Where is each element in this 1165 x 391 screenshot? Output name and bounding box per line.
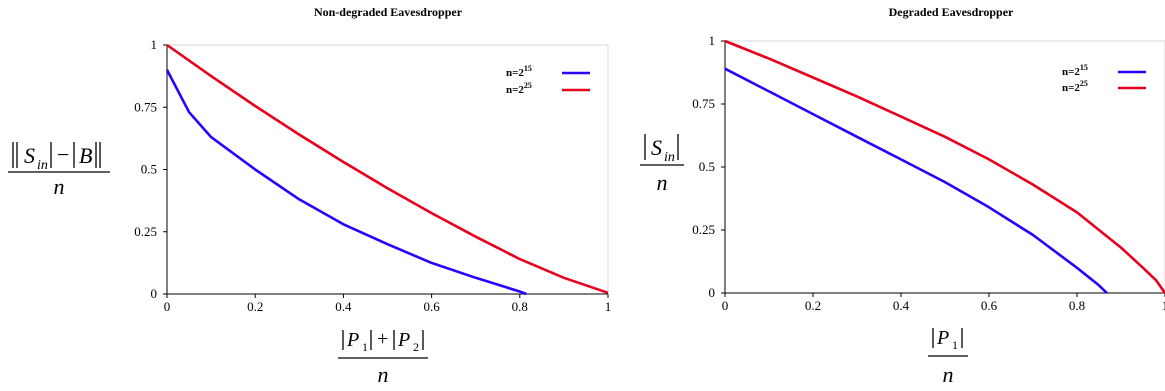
legend-label-n25: n=225 bbox=[506, 81, 532, 96]
y-tick-label: 0 bbox=[709, 285, 716, 300]
y-tick-label: 1 bbox=[709, 33, 716, 48]
series-line-n15 bbox=[165, 69, 527, 296]
x-tick-label: 0 bbox=[164, 299, 171, 314]
series-line-n25 bbox=[724, 39, 1165, 294]
y-tick-label: 0 bbox=[151, 286, 158, 301]
y-tick-label: 0.75 bbox=[134, 99, 157, 114]
y-tick-label: 0.5 bbox=[141, 162, 157, 177]
svg-text:n: n bbox=[943, 362, 954, 387]
y-tick-label: 0.5 bbox=[699, 159, 715, 174]
series-lines bbox=[724, 39, 1165, 294]
x-axis-label-left: P 1 + P 2 n bbox=[338, 328, 428, 387]
y-tick-label: 0.75 bbox=[692, 96, 715, 111]
x-tick-label: 0 bbox=[722, 298, 729, 313]
svg-text:n: n bbox=[657, 170, 668, 195]
tick-labels: 0 0.2 0.4 0.6 0.8 1 0 0.25 0.5 0.75 1 bbox=[692, 33, 1165, 313]
svg-text:−: − bbox=[57, 142, 69, 167]
chart-degraded: Degraded Eavesdropper 0 0.2 0.4 0.6 0.8 1 0 0.2… bbox=[640, 5, 1165, 387]
svg-text:1: 1 bbox=[362, 340, 368, 354]
svg-text:P: P bbox=[397, 329, 410, 351]
tick-labels: 0 0.2 0.4 0.6 0.8 1 0 0.25 0.5 0.75 1 bbox=[134, 37, 611, 314]
y-tick-label: 1 bbox=[151, 37, 158, 52]
svg-text:1: 1 bbox=[952, 338, 958, 352]
chart-title-degraded: Degraded Eavesdropper bbox=[889, 5, 1014, 19]
y-tick-label: 0.25 bbox=[692, 222, 715, 237]
series-line-n15 bbox=[724, 67, 1108, 294]
x-tick-label: 1 bbox=[605, 299, 612, 314]
plot-frame bbox=[166, 44, 609, 295]
x-tick-label: 0.8 bbox=[512, 299, 528, 314]
legend-label-n15: n=215 bbox=[506, 64, 532, 79]
svg-text:+: + bbox=[377, 328, 388, 350]
svg-text:S: S bbox=[24, 143, 35, 168]
svg-text:P: P bbox=[346, 329, 359, 351]
svg-text:2: 2 bbox=[413, 340, 419, 354]
x-tick-label: 1 bbox=[1162, 298, 1165, 313]
legend: n=215 n=225 bbox=[506, 64, 590, 96]
chart-non-degraded: Non-degraded Eavesdropper 0 0.2 0.4 0.6 0.8 1… bbox=[8, 5, 611, 387]
legend-label-n25: n=225 bbox=[1062, 79, 1088, 94]
x-axis-label-right: P 1 n bbox=[928, 327, 968, 387]
svg-text:n: n bbox=[378, 362, 389, 387]
svg-text:in: in bbox=[664, 150, 675, 165]
series-line-n25 bbox=[166, 43, 609, 295]
plot-frame bbox=[724, 40, 1165, 294]
legend: n=215 n=225 bbox=[1062, 63, 1146, 94]
legend-label-n15: n=215 bbox=[1062, 63, 1088, 78]
svg-text:S: S bbox=[651, 135, 662, 160]
y-axis-label-right: S in n bbox=[640, 134, 684, 195]
y-tick-label: 0.25 bbox=[134, 224, 157, 239]
y-axis-label-left: S in − B n bbox=[8, 142, 110, 199]
series-lines bbox=[165, 43, 609, 296]
x-tick-label: 0.2 bbox=[805, 298, 821, 313]
x-tick-label: 0.8 bbox=[1069, 298, 1085, 313]
x-tick-label: 0.2 bbox=[247, 299, 263, 314]
svg-text:in: in bbox=[37, 158, 48, 173]
x-tick-label: 0.6 bbox=[981, 298, 998, 313]
svg-text:n: n bbox=[54, 174, 65, 199]
svg-text:P: P bbox=[936, 327, 949, 349]
chart-title-non-degraded: Non-degraded Eavesdropper bbox=[314, 5, 463, 19]
x-tick-label: 0.6 bbox=[423, 299, 440, 314]
x-tick-label: 0.4 bbox=[893, 298, 910, 313]
svg-text:B: B bbox=[79, 143, 92, 168]
x-tick-label: 0.4 bbox=[335, 299, 352, 314]
